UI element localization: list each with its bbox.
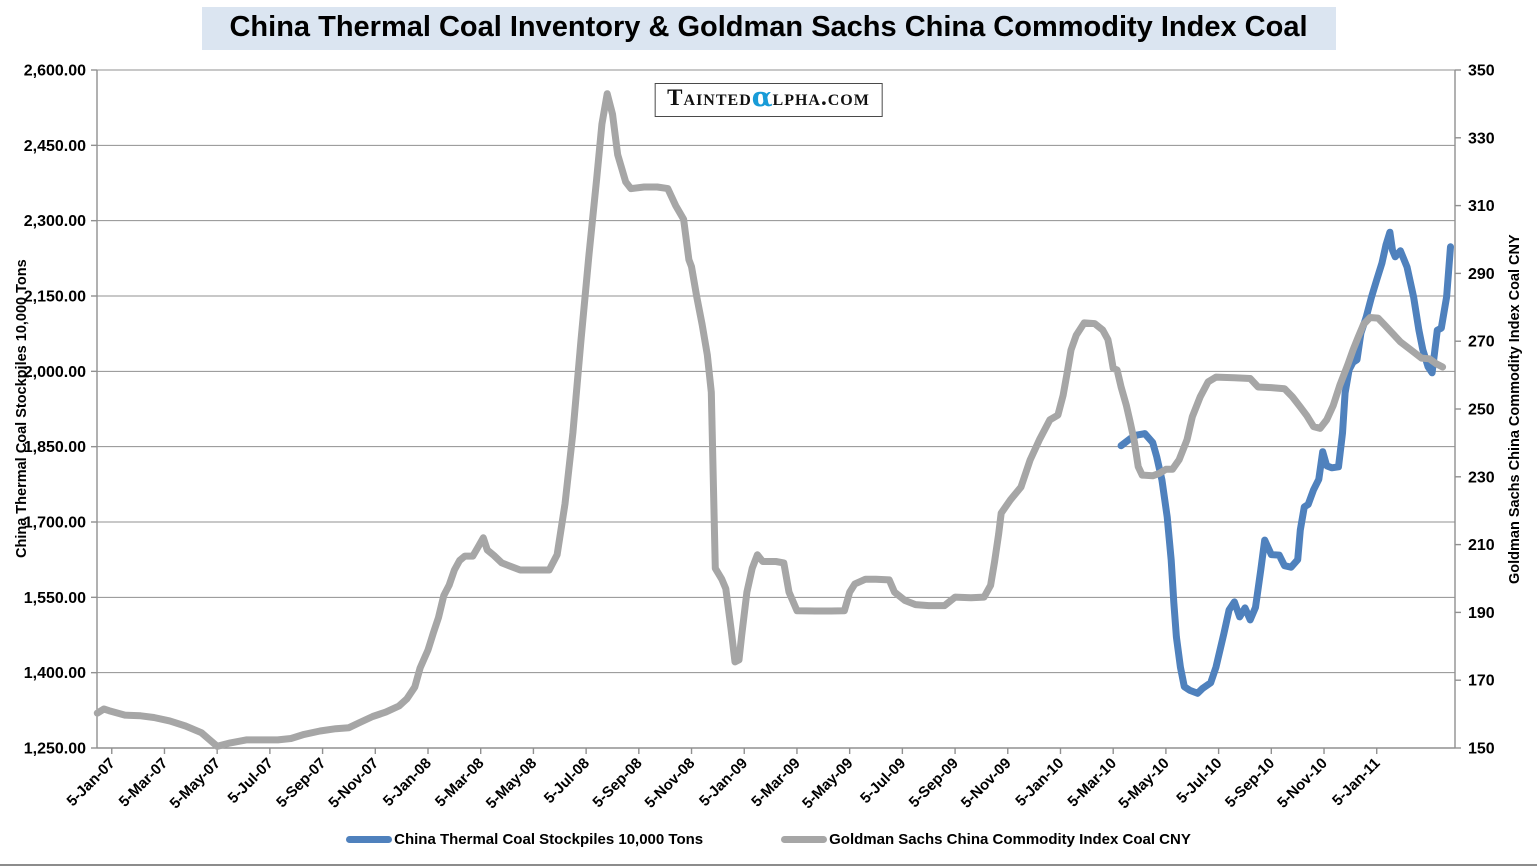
x-axis-tick-label: 5-Mar-08	[432, 755, 488, 811]
legend-swatch-gs-index	[781, 836, 828, 843]
series-line-stockpiles	[1117, 228, 1454, 697]
x-axis-tick-label: 5-Jul-08	[541, 755, 593, 807]
x-axis-tick-label: 5-May-09	[799, 755, 856, 812]
x-axis-tick-label: 5-Jul-07	[225, 755, 277, 807]
x-axis-tick-label: 5-May-10	[1115, 755, 1172, 812]
right-axis-tick-label: 310	[1468, 198, 1495, 215]
x-axis-tick-label: 5-Nov-10	[1274, 755, 1331, 812]
x-axis-tick-label: 5-Nov-08	[642, 755, 699, 812]
x-axis-tick-label: 5-Mar-10	[1064, 755, 1120, 811]
chart-title: China Thermal Coal Inventory & Goldman S…	[201, 7, 1336, 50]
right-axis-tick-label: 330	[1468, 130, 1495, 147]
x-axis-tick-label: 5-Jul-10	[1173, 755, 1225, 807]
left-axis-tick-label: 1,550.00	[24, 590, 86, 607]
right-axis-tick-label: 270	[1468, 334, 1495, 351]
watermark-text-suffix: lpha.com	[772, 85, 870, 110]
x-axis-tick-label: 5-Sep-07	[273, 755, 329, 811]
legend-label-gs-index: Goldman Sachs China Commodity Index Coal…	[829, 831, 1191, 848]
right-axis-tick-label: 230	[1468, 469, 1495, 486]
x-axis-tick-label: 5-Jul-09	[857, 755, 909, 807]
x-axis-tick-label: 5-Jan-08	[380, 755, 435, 810]
legend-label-stockpiles: China Thermal Coal Stockpiles 10,000 Ton…	[394, 831, 704, 848]
left-axis-tick-label: 2,000.00	[24, 364, 86, 381]
left-axis-tick-label: 2,600.00	[24, 63, 86, 80]
x-axis-tick-label: 5-Jan-10	[1012, 755, 1067, 810]
x-axis-tick-label: 5-Sep-10	[1222, 755, 1278, 811]
right-axis-tick-label: 250	[1468, 402, 1495, 419]
right-axis-tick-label: 290	[1468, 266, 1495, 283]
legend-item-gs-index: Goldman Sachs China Commodity Index Coal…	[781, 831, 1191, 848]
series-line-gs-index	[93, 90, 1447, 750]
x-axis-tick-label: 5-Jan-09	[696, 755, 751, 810]
right-axis-tick-label: 170	[1468, 673, 1495, 690]
left-axis-tick-label: 2,300.00	[24, 213, 86, 230]
legend-item-stockpiles: China Thermal Coal Stockpiles 10,000 Ton…	[346, 831, 703, 848]
x-axis-tick-label: 5-Sep-09	[906, 755, 962, 811]
right-axis-tick-label: 190	[1468, 605, 1495, 622]
x-axis-tick-label: 5-Mar-07	[116, 755, 172, 811]
x-axis-tick-label: 5-Sep-08	[589, 755, 645, 811]
left-axis-tick-label: 2,150.00	[24, 289, 86, 306]
watermark-text-prefix: Tainted	[667, 85, 752, 110]
legend-swatch-stockpiles	[346, 836, 393, 843]
right-axis-tick-label: 350	[1468, 63, 1495, 80]
x-axis-tick-label: 5-Jan-07	[64, 755, 119, 810]
right-axis-title: Goldman Sachs China Commodity Index Coal…	[1507, 234, 1523, 584]
x-axis-tick-label: 5-Jan-11	[1329, 755, 1383, 809]
x-axis-tick-label: 5-Nov-09	[958, 755, 1015, 812]
x-axis-tick-label: 5-May-08	[483, 755, 540, 812]
left-axis-title: China Thermal Coal Stockpiles 10,000 Ton…	[14, 259, 30, 559]
x-axis-tick-label: 5-Nov-07	[325, 755, 382, 812]
x-axis-tick-label: 5-Mar-09	[748, 755, 804, 811]
legend: China Thermal Coal Stockpiles 10,000 Ton…	[0, 831, 1537, 848]
watermark-box: Taintedαlpha.com	[654, 83, 883, 117]
left-axis-tick-label: 1,850.00	[24, 439, 86, 456]
right-axis-tick-label: 150	[1468, 741, 1495, 758]
x-axis-tick-label: 5-May-07	[167, 755, 224, 812]
left-axis-tick-label: 1,250.00	[24, 741, 86, 758]
watermark-alpha-glyph: α	[751, 82, 773, 113]
left-axis-tick-label: 1,700.00	[24, 515, 86, 532]
left-axis-tick-label: 1,400.00	[24, 665, 86, 682]
left-axis-tick-label: 2,450.00	[24, 138, 86, 155]
right-axis-tick-label: 210	[1468, 537, 1495, 554]
